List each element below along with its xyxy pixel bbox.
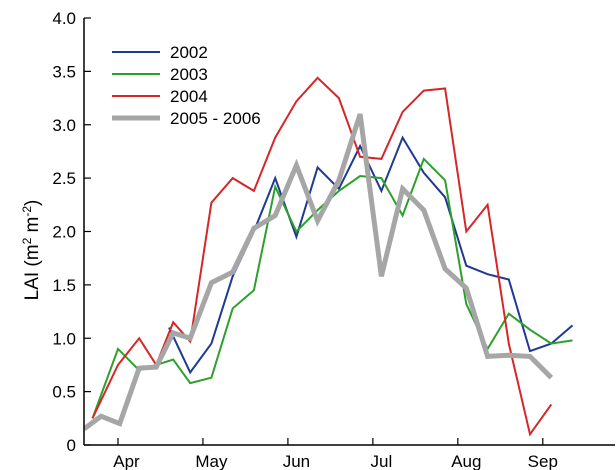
x-tick-label-4: Aug [451, 452, 481, 470]
legend-label-2: 2004 [170, 87, 208, 106]
x-tick-label-2: Jun [283, 452, 310, 470]
axes: 0 0.5 1.0 1.5 2.0 2.5 3.0 3.5 4.0 Apr May Jun Jul Aug… [52, 9, 615, 470]
legend: 2002 2003 2004 2005 - 2006 [112, 43, 261, 128]
y-tick-label-0: 0 [67, 436, 76, 455]
y-tick-label-7: 3.5 [52, 62, 76, 81]
y-axis-title-main: LAI (m [22, 244, 43, 300]
y-tick-label-3: 1.5 [52, 276, 76, 295]
legend-label-3: 2005 - 2006 [170, 109, 261, 128]
y-axis-title-sup2: -2 [20, 206, 34, 217]
y-tick-label-1: 0.5 [52, 383, 76, 402]
series-line-3 [84, 113, 554, 431]
x-tick-label-3: Jul [370, 452, 392, 470]
x-tick-label-1: May [195, 452, 228, 470]
y-axis-title-end: ) [22, 200, 43, 206]
x-tick-label-0: Apr [113, 452, 140, 470]
y-tick-label-6: 3.0 [52, 116, 76, 135]
y-tick-label-2: 1.0 [52, 329, 76, 348]
series-line-2 [91, 76, 553, 437]
series-line-0 [168, 135, 574, 375]
y-tick-label-8: 4.0 [52, 9, 76, 28]
x-tick-label-5: Sep [528, 452, 558, 470]
plot-area [84, 76, 574, 437]
y-axis-title-mid: m [22, 217, 43, 238]
y-axis-title: LAI (m2 m-2) [20, 200, 43, 301]
legend-label-0: 2002 [170, 43, 208, 62]
legend-label-1: 2003 [170, 65, 208, 84]
y-tick-label-5: 2.5 [52, 169, 76, 188]
y-axis-title-sup1: 2 [20, 237, 34, 244]
y-tick-label-4: 2.0 [52, 223, 76, 242]
